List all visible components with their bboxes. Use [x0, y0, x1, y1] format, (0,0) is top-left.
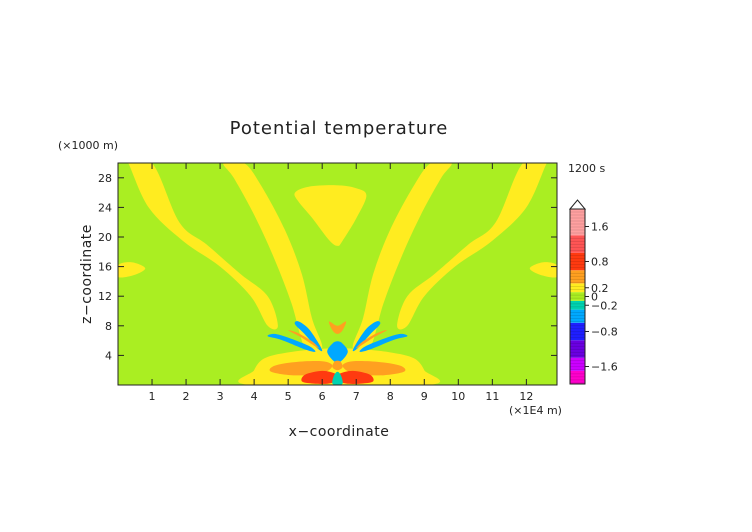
colorbar-extend-arrow	[568, 199, 587, 210]
contour-region-4	[352, 163, 452, 353]
time-label: 1200 s	[568, 162, 605, 175]
contour-region-21	[327, 341, 348, 363]
colorbar-level-12	[570, 209, 585, 236]
colorbar-level-1	[570, 370, 585, 384]
y-axis-label: z−coordinate	[79, 224, 95, 324]
colorbar-level-2	[570, 357, 585, 371]
colorbar-level-8	[570, 283, 585, 293]
x-tick-label: 6	[319, 390, 326, 403]
x-tick-label: 8	[387, 390, 394, 403]
colorbar-level-6	[570, 300, 585, 310]
contour-region-15	[294, 321, 323, 352]
colorbar-tick-label: 1.6	[591, 221, 609, 234]
colorbar-level-7	[570, 292, 585, 301]
colorbar: 1.6 0.8 0.20−0.2 −0.8 −1.6	[568, 199, 618, 385]
contour-region-2	[397, 163, 551, 330]
x-tick-label: 4	[251, 390, 258, 403]
colorbar-tick-label: −1.6	[591, 361, 618, 374]
contour-region-17	[288, 330, 319, 349]
colorbar-level-10	[570, 252, 585, 271]
plot-frame	[117, 162, 558, 386]
contour-region-19	[328, 321, 347, 334]
contour-region-3	[223, 163, 323, 353]
y-tick-label: 20	[98, 231, 112, 244]
contour-region-12	[335, 370, 374, 384]
x-tick-label: 9	[421, 390, 428, 403]
x-tick-label: 12	[519, 390, 533, 403]
chart-title: Potential temperature	[230, 118, 449, 139]
x-axis-label: x−coordinate	[289, 424, 390, 440]
y-tick-label: 8	[105, 320, 112, 333]
contour-region-22	[332, 360, 343, 371]
contour-region-16	[352, 321, 381, 352]
x-tick-label: 1	[149, 390, 156, 403]
colorbar-tick-label: −0.2	[591, 299, 618, 312]
y-tick-label: 28	[98, 172, 112, 185]
contour-region-1	[124, 163, 278, 330]
x-tick-label: 5	[285, 390, 292, 403]
x-tick-label: 7	[353, 390, 360, 403]
x-axis: 1 2 3 4 5 6 7 8 9 10 11 12	[149, 163, 533, 403]
y-axis-unit: (×1000 m)	[58, 139, 118, 152]
contour-region-7	[294, 185, 367, 246]
contour-region-18	[356, 330, 387, 349]
contour-region-5	[118, 262, 146, 278]
contour-region-11	[301, 370, 340, 384]
x-tick-label: 10	[451, 390, 465, 403]
y-tick-label: 12	[98, 290, 112, 303]
x-tick-label: 3	[217, 390, 224, 403]
colorbar-level-5	[570, 309, 585, 323]
colorbar-tick-label: 0	[591, 291, 598, 304]
y-tick-label: 4	[105, 349, 112, 362]
x-axis-unit: (×1E4 m)	[509, 404, 562, 417]
colorbar-level-11	[570, 235, 585, 253]
x-tick-label: 11	[485, 390, 499, 403]
contour-region-13	[267, 333, 316, 352]
colorbar-level-9	[570, 270, 585, 284]
contour-region-14	[359, 333, 408, 352]
contour-region-23	[332, 371, 343, 385]
contour-regions	[118, 163, 557, 385]
y-axis: 4 8 12 16 20 24 28	[98, 172, 557, 362]
x-tick-label: 2	[183, 390, 190, 403]
y-tick-label: 16	[98, 261, 112, 274]
colorbar-level-4	[570, 322, 585, 341]
colorbar-tick-label: −0.8	[591, 326, 618, 339]
colorbar-tick-label: 0.2	[591, 282, 609, 295]
contour-region-6	[529, 262, 557, 278]
colorbar-level-3	[570, 340, 585, 358]
colorbar-tick-label: 0.8	[591, 256, 609, 269]
y-tick-label: 24	[98, 201, 112, 214]
